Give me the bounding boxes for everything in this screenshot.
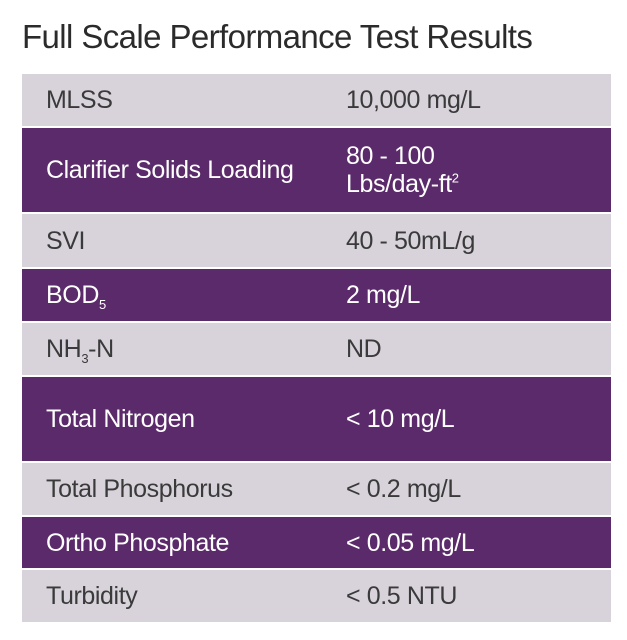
- text: MLSS: [46, 86, 113, 114]
- text: ND: [346, 335, 382, 363]
- table-row: MLSS 10,000 mg/L: [22, 74, 611, 128]
- line: BOD5: [46, 281, 324, 312]
- title: Full Scale Performance Test Results: [22, 18, 533, 55]
- result-cell: 40 - 50mL/g: [324, 227, 475, 255]
- result-cell: < 0.5 NTU: [324, 582, 457, 610]
- line: < 0.2 mg/L: [346, 475, 461, 503]
- parameter-cell: Ortho Phosphate: [22, 529, 324, 557]
- text: Lbs/day-ft: [346, 170, 452, 198]
- text: < 0.05 mg/L: [346, 528, 475, 557]
- text: < 0.5 NTU: [346, 582, 458, 610]
- table-row: Turbidity < 0.5 NTU: [22, 570, 611, 624]
- parameter-cell: SVI: [22, 227, 324, 255]
- line: < 10 mg/L: [346, 405, 455, 433]
- line: SVI: [46, 227, 324, 255]
- text: -N: [88, 335, 114, 363]
- parameter-cell: Total Phosphorus: [22, 475, 324, 503]
- result-cell: 10,000 mg/L: [324, 86, 481, 114]
- line: Turbidity: [46, 582, 324, 610]
- text: Turbidity: [46, 582, 138, 610]
- table-row: Total Phosphorus < 0.2 mg/L: [22, 463, 611, 517]
- subscript: 3: [81, 351, 89, 366]
- text: SVI: [46, 226, 86, 255]
- line: 10,000 mg/L: [346, 86, 481, 114]
- text: 40 - 50mL/g: [346, 226, 476, 255]
- line: Ortho Phosphate: [46, 529, 324, 557]
- table-row: Total Nitrogen < 10 mg/L: [22, 377, 611, 463]
- line: ND: [346, 335, 382, 363]
- table-row: BOD5 2 mg/L: [22, 269, 611, 323]
- text: < 10 mg/L: [346, 405, 455, 433]
- parameter-cell: BOD5: [22, 281, 324, 312]
- result-cell: 2 mg/L: [324, 281, 420, 309]
- parameter-cell: Clarifier Solids Loading: [22, 156, 324, 184]
- table-row: Clarifier Solids Loading 80 - 100 Lbs/day-…: [22, 128, 611, 214]
- line: 80 - 100: [346, 142, 459, 170]
- text: 2 mg/L: [346, 281, 421, 309]
- table-row: SVI 40 - 50mL/g: [22, 214, 611, 269]
- text: NH: [46, 335, 82, 363]
- parameter-cell: NH3-N: [22, 335, 324, 366]
- text: Total Phosphorus: [46, 475, 233, 503]
- result-cell: < 10 mg/L: [324, 405, 455, 433]
- text: < 0.2 mg/L: [346, 475, 461, 503]
- text: 10,000 mg/L: [346, 86, 481, 114]
- line: < 0.5 NTU: [346, 582, 457, 610]
- line: Clarifier Solids Loading: [46, 156, 324, 184]
- parameter-cell: Turbidity: [22, 582, 324, 610]
- line: Lbs/day-ft2: [346, 170, 459, 198]
- result-cell: ND: [324, 335, 382, 363]
- subscript: 5: [98, 297, 106, 312]
- result-cell: < 0.05 mg/L: [324, 528, 475, 557]
- text: 80 - 100: [346, 142, 435, 170]
- line: Total Phosphorus: [46, 475, 324, 503]
- text: Ortho Phosphate: [46, 528, 230, 557]
- result-cell: < 0.2 mg/L: [324, 475, 461, 503]
- line: MLSS: [46, 86, 324, 114]
- table-row: Ortho Phosphate < 0.05 mg/L: [22, 517, 611, 570]
- line: 40 - 50mL/g: [346, 227, 475, 255]
- line: < 0.05 mg/L: [346, 528, 475, 557]
- parameter-cell: MLSS: [22, 86, 324, 114]
- parameter-cell: Total Nitrogen: [22, 405, 324, 433]
- text: BOD: [46, 281, 99, 309]
- result-cell: 80 - 100 Lbs/day-ft2: [324, 142, 459, 198]
- line: NH3-N: [46, 335, 324, 366]
- line: Total Nitrogen: [46, 405, 324, 433]
- line: 2 mg/L: [346, 281, 420, 309]
- text: Total Nitrogen: [46, 405, 195, 433]
- results-table: MLSS 10,000 mg/L Clarifier Solids Loading 8…: [22, 74, 611, 624]
- superscript: 2: [451, 170, 459, 186]
- table-row: NH3-N ND: [22, 323, 611, 377]
- text: Clarifier Solids Loading: [46, 156, 294, 184]
